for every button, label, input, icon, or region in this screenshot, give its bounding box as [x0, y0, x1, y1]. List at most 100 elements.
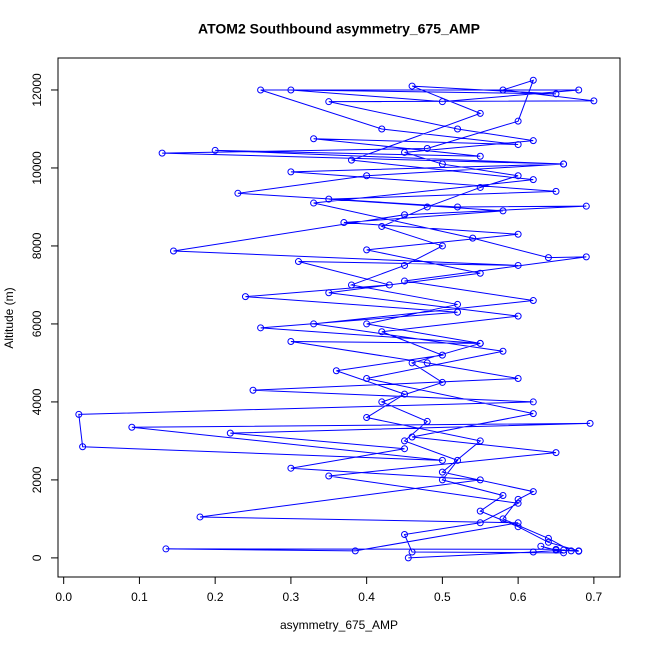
- x-axis-label: asymmetry_675_AMP: [280, 618, 398, 632]
- y-tick-label: 8000: [30, 232, 44, 259]
- point: [401, 211, 409, 219]
- point: [310, 320, 318, 328]
- point: [469, 234, 477, 242]
- point: [529, 76, 537, 84]
- point: [257, 324, 265, 332]
- point: [560, 160, 568, 168]
- point: [287, 464, 295, 472]
- point: [529, 398, 537, 406]
- point: [537, 542, 545, 550]
- point: [363, 320, 371, 328]
- point: [476, 183, 484, 191]
- point: [529, 176, 537, 184]
- point: [438, 98, 446, 106]
- point: [514, 375, 522, 383]
- point: [340, 219, 348, 227]
- point: [454, 300, 462, 308]
- y-tick-label: 12000: [30, 73, 44, 107]
- point: [363, 375, 371, 383]
- y-axis-label: Altitude (m): [2, 287, 16, 348]
- point: [226, 429, 234, 437]
- point: [423, 417, 431, 425]
- point: [582, 253, 590, 261]
- point: [310, 135, 318, 143]
- point: [476, 152, 484, 160]
- point: [294, 258, 302, 266]
- point: [514, 141, 522, 149]
- point: [325, 195, 333, 203]
- series-line: [78, 79, 594, 559]
- point: [287, 168, 295, 176]
- point: [544, 254, 552, 262]
- point: [514, 230, 522, 238]
- point: [476, 269, 484, 277]
- point: [575, 547, 583, 555]
- y-tick-label: 10000: [30, 151, 44, 185]
- point: [325, 98, 333, 106]
- point: [552, 187, 560, 195]
- x-tick-label: 0.1: [131, 590, 148, 604]
- point: [401, 390, 409, 398]
- point: [257, 86, 265, 94]
- point: [351, 547, 359, 555]
- point: [438, 160, 446, 168]
- point: [347, 156, 355, 164]
- point: [514, 495, 522, 503]
- point: [499, 86, 507, 94]
- point: [79, 443, 87, 451]
- point: [499, 347, 507, 355]
- point: [476, 519, 484, 527]
- point: [514, 519, 522, 527]
- chart-title: ATOM2 Southbound asymmetry_675_AMP: [198, 21, 480, 37]
- x-tick-label: 0.2: [207, 590, 224, 604]
- point: [514, 172, 522, 180]
- point: [499, 492, 507, 500]
- point: [310, 199, 318, 207]
- point: [529, 410, 537, 418]
- point: [404, 554, 412, 562]
- point: [408, 548, 416, 556]
- point: [378, 125, 386, 133]
- point: [75, 410, 83, 418]
- point: [401, 277, 409, 285]
- point: [378, 398, 386, 406]
- y-tick-label: 6000: [30, 310, 44, 337]
- point: [363, 172, 371, 180]
- point: [378, 222, 386, 230]
- point: [170, 247, 178, 255]
- point: [438, 242, 446, 250]
- point: [476, 476, 484, 484]
- point: [162, 545, 170, 553]
- point: [590, 97, 598, 105]
- point: [408, 82, 416, 90]
- point: [454, 456, 462, 464]
- point: [241, 293, 249, 301]
- point: [529, 297, 537, 305]
- point: [423, 359, 431, 367]
- point: [560, 546, 568, 554]
- point: [211, 146, 219, 154]
- point: [586, 419, 594, 427]
- point: [438, 456, 446, 464]
- y-tick-label: 4000: [30, 388, 44, 415]
- point: [401, 437, 409, 445]
- point: [476, 507, 484, 515]
- point: [454, 125, 462, 133]
- point: [476, 437, 484, 445]
- point: [476, 109, 484, 117]
- point: [514, 261, 522, 269]
- point: [499, 515, 507, 523]
- x-tick-label: 0.5: [434, 590, 451, 604]
- point: [287, 86, 295, 94]
- point: [552, 90, 560, 98]
- x-tick-label: 0.4: [358, 590, 375, 604]
- point: [196, 513, 204, 521]
- point: [347, 281, 355, 289]
- point: [514, 523, 522, 531]
- point: [514, 312, 522, 320]
- point: [582, 202, 590, 210]
- point: [575, 86, 583, 94]
